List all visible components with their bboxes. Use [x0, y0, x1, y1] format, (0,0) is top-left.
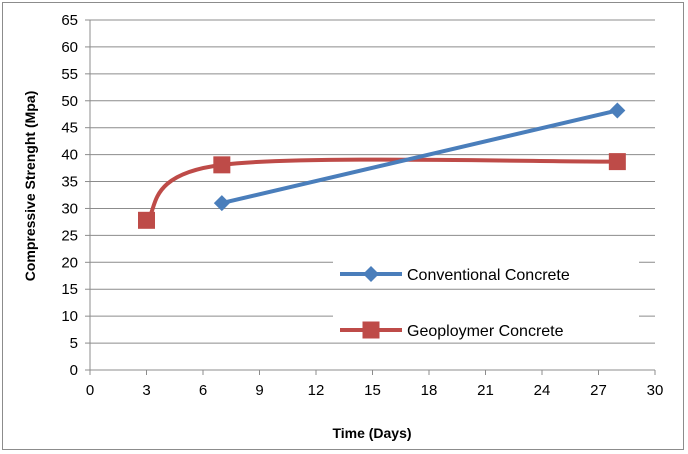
legend-swatch-marker — [363, 266, 379, 282]
y-tick-label: 65 — [61, 12, 78, 29]
legend-label: Geoploymer Concrete — [407, 323, 564, 340]
legend-item-conventional-concrete: Conventional Concrete — [333, 254, 639, 286]
data-point-conventional-concrete — [609, 102, 626, 119]
x-tick-label: 27 — [590, 382, 607, 399]
x-tick-label: 12 — [308, 382, 325, 399]
y-tick-label: 5 — [70, 335, 78, 352]
y-tick-label: 25 — [61, 227, 78, 244]
legend-swatch-marker — [362, 321, 380, 339]
y-tick-label: 10 — [61, 308, 78, 325]
gridlines — [90, 19, 655, 344]
y-tick-label: 55 — [61, 66, 78, 83]
y-tick-label: 45 — [61, 120, 78, 137]
y-tick-label: 20 — [61, 254, 78, 271]
axes — [85, 19, 656, 375]
series-group — [138, 102, 626, 229]
y-tick-label: 40 — [61, 147, 78, 164]
x-tick-label: 6 — [199, 382, 207, 399]
x-tick-label: 18 — [421, 382, 438, 399]
x-tick-label: 3 — [142, 382, 150, 399]
x-tick-label: 15 — [364, 382, 381, 399]
data-point-conventional-concrete — [213, 195, 230, 212]
series-conventional-concrete — [213, 102, 626, 212]
y-tick-label: 50 — [61, 93, 78, 110]
x-tick-labels: 0 3 6 9 12 15 18 21 24 27 30 — [86, 382, 664, 399]
series-line-geoploymer-concrete — [144, 157, 620, 223]
data-point-geoploymer-concrete — [213, 156, 231, 174]
y-tick-label: 0 — [70, 362, 78, 379]
data-point-geoploymer-concrete — [608, 153, 626, 171]
y-tick-label: 60 — [61, 39, 78, 56]
x-tick-label: 0 — [86, 382, 94, 399]
x-tick-label: 9 — [255, 382, 263, 399]
y-tick-label: 35 — [61, 174, 78, 191]
x-tick-label: 24 — [534, 382, 551, 399]
chart-frame — [2, 2, 684, 450]
x-tick-label: 30 — [647, 382, 664, 399]
y-tick-label: 30 — [61, 200, 78, 217]
legend-label: Conventional Concrete — [407, 267, 570, 284]
legend-background — [333, 310, 639, 342]
series-geoploymer-concrete — [138, 153, 626, 229]
y-tick-label: 15 — [61, 281, 78, 298]
legend-background — [333, 254, 639, 286]
x-tick-label: 21 — [477, 382, 494, 399]
series-line-conventional-concrete — [219, 108, 620, 206]
legend-item-geoploymer-concrete: Geoploymer Concrete — [333, 310, 639, 342]
data-point-geoploymer-concrete — [138, 211, 155, 229]
legend: Conventional Concrete Geoploymer Concrete — [333, 254, 639, 342]
x-axis-title: Time (Days) — [332, 425, 411, 441]
y-axis-title: Compressive Strenght (Mpa) — [22, 91, 38, 282]
y-tick-labels: 0 5 10 15 20 25 30 35 40 45 50 55 60 65 — [61, 12, 78, 379]
